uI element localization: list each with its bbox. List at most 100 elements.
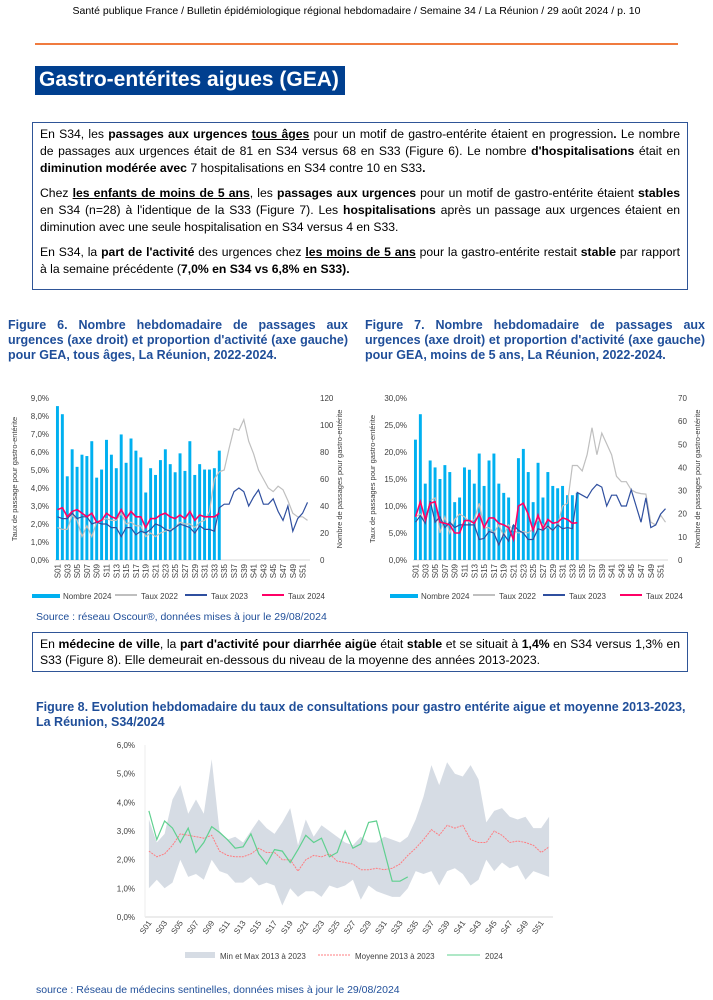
text-run: 7 hospitalisations en S34 contre 10 en S… xyxy=(186,161,423,175)
text-run: Le nombre de passages aux urgences était… xyxy=(40,127,680,158)
text-run: , la xyxy=(159,637,180,651)
figure-7-chart: 0,0% 5,0% 10,0% 15,0% 20,0% 25,0% 30,0% 0 10 20 30… xyxy=(368,394,702,601)
bar-nombre-2024 xyxy=(497,483,501,560)
y-tick-label: 6,0% xyxy=(31,448,49,457)
text-run: . xyxy=(422,161,426,175)
text-run: les moins de 5 ans xyxy=(305,245,416,259)
bar-nombre-2024 xyxy=(575,492,579,560)
bar-nombre-2024 xyxy=(55,406,59,560)
y-tick-label: 6,0% xyxy=(117,741,135,750)
line-taux2023 xyxy=(57,487,309,538)
x-tick-label: S13 xyxy=(470,563,479,578)
x-tick-label: S01 xyxy=(53,563,62,578)
bar-nombre-2024 xyxy=(100,469,104,560)
legend-label: Nombre 2024 xyxy=(421,592,470,601)
x-tick-label: S27 xyxy=(342,919,358,936)
x-tick-label: S17 xyxy=(264,919,280,936)
section-title: Gastro-entérites aigues (GEA) xyxy=(35,66,345,95)
y-tick-label: 20,0% xyxy=(384,448,407,457)
y-tick-label: 3,0% xyxy=(117,827,135,836)
bar-nombre-2024 xyxy=(458,497,462,560)
legend-label: Taux 2024 xyxy=(288,592,325,601)
text-run: pour un motif de gastro-entérite étaient… xyxy=(309,127,614,141)
x-tick-label: S21 xyxy=(152,563,161,578)
bar-nombre-2024 xyxy=(536,462,540,560)
y-tick-label: 5,0% xyxy=(31,466,49,475)
summary-paragraph-3: En S34, la part de l'activité des urgenc… xyxy=(40,244,680,278)
line-taux2023 xyxy=(415,483,666,547)
x-tick-label: S35 xyxy=(220,563,229,578)
bar-nombre-2024 xyxy=(453,502,457,560)
y-tick-label: 1,0% xyxy=(117,884,135,893)
x-tick-label: S49 xyxy=(515,919,531,936)
y-tick-label: 4,0% xyxy=(31,484,49,493)
y-axis-title: Taux de passage pour gastro-entérite xyxy=(10,417,19,541)
bar-nombre-2024 xyxy=(75,466,79,560)
text-run: . xyxy=(613,127,617,141)
text-run: était xyxy=(376,637,407,651)
x-tick-label: S05 xyxy=(169,919,185,936)
bar-nombre-2024 xyxy=(502,492,506,560)
bar-nombre-2024 xyxy=(85,456,89,560)
x-tick-label: S35 xyxy=(578,563,587,578)
legend-swatch xyxy=(185,594,207,596)
y-tick-label: 25,0% xyxy=(384,421,407,430)
text-run: était en xyxy=(634,144,680,158)
y-tick-label: 0,0% xyxy=(389,556,407,565)
text-run: passages aux urgences xyxy=(277,186,417,200)
x-tick-label: S45 xyxy=(627,563,636,578)
bar-nombre-2024 xyxy=(193,474,197,560)
x-tick-label: S05 xyxy=(431,563,440,578)
x-tick-label: S51 xyxy=(657,563,666,578)
legend-swatch xyxy=(620,594,642,596)
x-tick-label: S33 xyxy=(568,563,577,578)
x-tick-label: S29 xyxy=(191,563,200,578)
text-run: stables xyxy=(638,186,681,200)
figure-6-title: Figure 6. Nombre hebdomadaire de passage… xyxy=(8,318,348,362)
x-tick-label: S07 xyxy=(441,563,450,578)
x-tick-label: S39 xyxy=(240,563,249,578)
text-run: part de l'activité xyxy=(101,245,195,259)
bar-nombre-2024 xyxy=(105,439,108,560)
x-tick-label: S15 xyxy=(122,563,131,578)
x-tick-label: S11 xyxy=(217,919,233,936)
y2-axis-title: Nombre de passages pour gastro-entérite xyxy=(335,410,344,549)
x-tick-label: S37 xyxy=(230,563,239,578)
y2-tick-label: 60 xyxy=(320,475,329,484)
y2-tick-label: 30 xyxy=(678,487,687,496)
y2-tick-label: 50 xyxy=(678,440,687,449)
bar-nombre-2024 xyxy=(119,434,123,560)
x-tick-label: S25 xyxy=(326,919,342,936)
text-run: 1,4% xyxy=(521,637,550,651)
bar-nombre-2024 xyxy=(217,450,221,560)
x-tick-label: S03 xyxy=(63,563,72,578)
legend-swatch xyxy=(115,594,137,596)
y2-axis-title: Nombre de passages pour gastro-entérite xyxy=(693,410,702,549)
x-tick-label: S01 xyxy=(411,563,420,578)
y-tick-label: 5,0% xyxy=(117,770,135,779)
bar-nombre-2024 xyxy=(90,441,94,560)
y-tick-label: 5,0% xyxy=(389,529,407,538)
x-tick-label: S17 xyxy=(490,563,499,578)
bar-nombre-2024 xyxy=(433,467,437,560)
summary-paragraph-2: Chez les enfants de moins de 5 ans, les … xyxy=(40,185,680,236)
y-tick-label: 0,0% xyxy=(31,556,49,565)
bar-nombre-2024 xyxy=(154,474,157,560)
y-axis-title: Taux de passages pour gastro-entérite xyxy=(368,415,377,543)
y-tick-label: 4,0% xyxy=(117,798,135,807)
bar-nombre-2024 xyxy=(428,460,432,560)
x-tick-label: S19 xyxy=(279,919,295,936)
x-tick-label: S13 xyxy=(232,919,248,936)
bar-nombre-2024 xyxy=(212,468,216,560)
x-tick-label: S51 xyxy=(530,919,546,936)
legend-label: Min et Max 2013 à 2023 xyxy=(220,952,306,961)
x-tick-label: S03 xyxy=(154,919,170,936)
y2-tick-label: 0 xyxy=(678,556,683,565)
bar-nombre-2024 xyxy=(139,457,143,560)
text-run: et se situait à xyxy=(442,637,522,651)
bar-nombre-2024 xyxy=(168,464,172,560)
x-tick-label: S13 xyxy=(112,563,121,578)
x-tick-label: S33 xyxy=(210,563,219,578)
x-tick-label: S19 xyxy=(142,563,151,578)
y2-tick-label: 120 xyxy=(320,394,334,403)
